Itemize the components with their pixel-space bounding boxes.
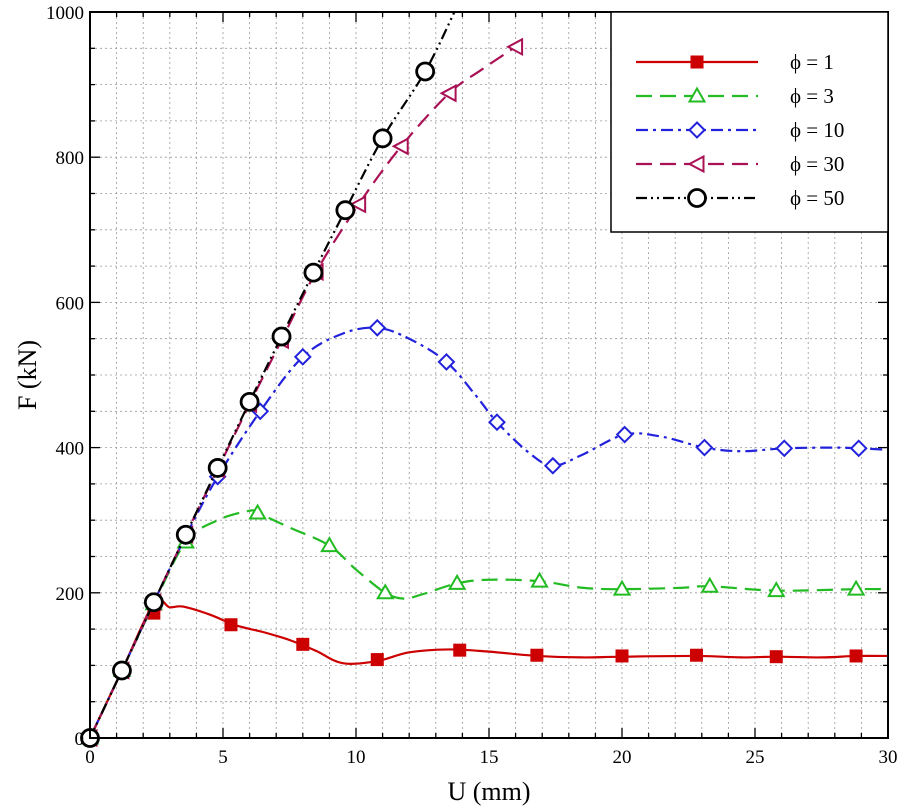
legend-marker bbox=[690, 55, 704, 69]
y-tick-label: 200 bbox=[56, 584, 85, 605]
data-point bbox=[248, 503, 267, 520]
legend-label: ϕ = 30 bbox=[790, 152, 844, 176]
x-tick-label: 25 bbox=[746, 747, 765, 768]
series-2 bbox=[80, 503, 889, 745]
data-point bbox=[543, 456, 562, 475]
x-tick-label: 10 bbox=[347, 747, 366, 768]
x-tick-label: 5 bbox=[218, 747, 228, 768]
data-point bbox=[767, 581, 786, 598]
legend-label: ϕ = 50 bbox=[790, 186, 844, 210]
data-point bbox=[615, 649, 629, 663]
data-point bbox=[488, 413, 506, 432]
data-point bbox=[112, 660, 132, 681]
data-point bbox=[447, 573, 467, 590]
legend-marker bbox=[687, 86, 707, 103]
legend-box bbox=[610, 11, 889, 233]
y-tick-label: 0 bbox=[75, 729, 85, 750]
data-point bbox=[239, 391, 260, 412]
data-point bbox=[370, 653, 384, 667]
data-point bbox=[775, 439, 794, 458]
plot-frame bbox=[89, 11, 889, 739]
data-point bbox=[530, 571, 549, 588]
data-point bbox=[612, 579, 632, 596]
data-point bbox=[849, 439, 868, 458]
y-axis-label: F (kN) bbox=[13, 340, 42, 410]
series-line bbox=[89, 509, 889, 739]
data-point bbox=[505, 37, 524, 57]
data-point bbox=[372, 128, 393, 149]
y-tick-label: 600 bbox=[56, 293, 85, 314]
legend-label: ϕ = 10 bbox=[790, 118, 844, 142]
x-tick-label: 30 bbox=[879, 747, 898, 768]
series-layer bbox=[80, 11, 889, 748]
x-tick-label: 15 bbox=[480, 747, 499, 768]
data-point bbox=[849, 649, 863, 663]
series-5 bbox=[80, 11, 456, 748]
legend-item: ϕ = 30 bbox=[636, 152, 844, 176]
legend-item: ϕ = 50 bbox=[636, 186, 844, 210]
y-tick-label: 400 bbox=[56, 439, 85, 460]
data-point bbox=[695, 438, 714, 457]
data-point bbox=[769, 650, 783, 664]
data-point bbox=[293, 347, 312, 366]
y-tick-label: 800 bbox=[56, 148, 85, 169]
data-point bbox=[207, 458, 228, 478]
data-point bbox=[530, 648, 544, 662]
x-axis-label: U (mm) bbox=[447, 777, 530, 806]
grid bbox=[90, 12, 888, 738]
data-point bbox=[846, 579, 866, 596]
series-line bbox=[89, 598, 889, 739]
data-point bbox=[391, 137, 409, 156]
data-point bbox=[143, 592, 164, 613]
legend-item: ϕ = 10 bbox=[636, 118, 844, 142]
x-tick-label: 0 bbox=[85, 747, 95, 768]
legend-item: ϕ = 1 bbox=[636, 50, 834, 74]
x-tick-label: 20 bbox=[613, 747, 632, 768]
legend-label: ϕ = 3 bbox=[790, 84, 834, 108]
data-point bbox=[437, 353, 456, 371]
data-point bbox=[615, 425, 634, 444]
data-point bbox=[368, 318, 387, 337]
data-point bbox=[376, 583, 395, 600]
data-point bbox=[335, 200, 356, 221]
data-point bbox=[320, 536, 339, 553]
data-point bbox=[453, 643, 467, 657]
legend-marker bbox=[688, 121, 706, 139]
data-point bbox=[439, 84, 457, 103]
data-point bbox=[700, 576, 720, 593]
data-point bbox=[175, 524, 196, 545]
data-point bbox=[303, 262, 324, 283]
data-point bbox=[224, 618, 238, 632]
data-point bbox=[296, 637, 310, 651]
y-tick-label: 1000 bbox=[46, 3, 84, 24]
data-point bbox=[271, 326, 292, 347]
data-point bbox=[349, 195, 367, 214]
legend: ϕ = 1 ϕ = 3 ϕ = 10 ϕ = 30 ϕ = 50 bbox=[610, 11, 889, 233]
legend-label: ϕ = 1 bbox=[790, 50, 834, 74]
legend-item: ϕ = 3 bbox=[636, 84, 834, 108]
legend-marker bbox=[687, 154, 705, 174]
legend-marker bbox=[687, 188, 707, 208]
tick-labels: 0 5 10 15 20 25 30 0 200 400 600 800 1000 bbox=[46, 3, 898, 768]
data-point bbox=[415, 61, 436, 82]
data-point bbox=[689, 648, 703, 662]
